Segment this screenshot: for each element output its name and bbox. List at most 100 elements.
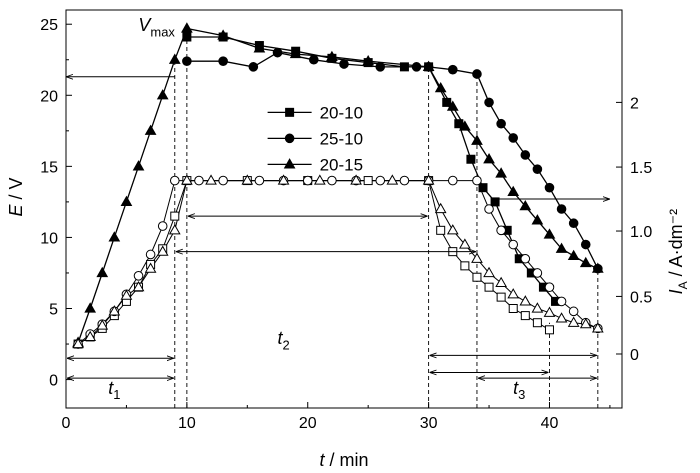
data-point-20-15-e — [181, 22, 193, 33]
data-point-20-15-e — [531, 214, 544, 225]
data-point-20-15-ia — [459, 238, 471, 249]
y2-tick-label: 0 — [630, 347, 639, 364]
y-tick-label: 0 — [49, 373, 58, 390]
data-point-25-10-e — [472, 69, 482, 79]
y-tick-label: 10 — [40, 230, 58, 247]
data-point-20-15-ia — [543, 306, 556, 317]
data-point-20-15-ia — [84, 330, 97, 342]
data-point-25-10-ia — [544, 282, 555, 292]
data-point-25-10-e — [308, 54, 319, 65]
data-point-25-10-e — [411, 62, 422, 72]
data-point-20-15-ia — [156, 245, 169, 256]
series-markers — [72, 22, 604, 349]
data-point-25-10-ia — [218, 175, 228, 186]
data-point-20-15-ia — [555, 312, 568, 323]
data-point-20-15-e — [362, 54, 375, 66]
data-point-20-10-ia — [363, 176, 373, 186]
data-point-20-15-e — [144, 124, 157, 135]
data-point-25-10-ia — [532, 268, 543, 278]
y2-tick-label: 2 — [630, 95, 639, 112]
plot-frame — [65, 9, 623, 409]
data-point-25-10-ia — [169, 175, 180, 186]
data-point-20-15-e — [555, 242, 568, 253]
data-point-20-10-e — [490, 197, 500, 207]
data-point-20-15-ia — [567, 316, 580, 327]
legend-label: 25-10 — [320, 129, 363, 148]
data-point-20-15-e — [217, 29, 229, 40]
data-point-20-10-ia — [460, 261, 470, 271]
data-point-25-10-ia — [496, 225, 506, 236]
data-point-20-15-e — [289, 47, 302, 59]
data-point-20-15-ia — [386, 174, 399, 185]
x-tick-label: 10 — [178, 415, 196, 432]
x-tick-label: 30 — [420, 415, 438, 432]
legend: 20-10 25-10 20-15 — [267, 103, 363, 174]
data-point-25-10-e — [182, 56, 192, 66]
data-point-25-10-ia — [508, 239, 519, 250]
data-point-20-15-ia — [350, 174, 362, 185]
y2-axis-label: IA / A·dm⁻² — [666, 209, 690, 295]
data-point-25-10-e — [520, 150, 531, 160]
data-point-20-10-e — [478, 183, 488, 193]
data-point-20-15-ia — [507, 288, 520, 299]
data-point-20-15-ia — [108, 305, 121, 316]
legend-label: 20-15 — [320, 155, 363, 174]
data-point-20-10-e — [442, 97, 452, 107]
data-point-20-10-ia — [496, 292, 506, 302]
data-point-20-10-ia — [170, 211, 180, 221]
data-point-25-10-ia — [157, 221, 168, 231]
axes: 0 10 20 30 40 0 5 10 15 20 25 0 0.5 1.0 1.5 2 t / min E /… — [6, 9, 690, 470]
data-point-25-10-e — [248, 62, 259, 72]
data-point-20-10-ia — [436, 225, 446, 235]
data-point-25-10-e — [556, 204, 567, 214]
data-point-25-10-ia — [399, 175, 410, 186]
data-point-20-10-ia — [520, 311, 530, 321]
data-point-20-15-ia — [144, 262, 157, 273]
data-point-25-10-e — [508, 133, 519, 143]
data-point-20-15-e — [459, 120, 471, 131]
data-point-25-10-e — [484, 97, 494, 108]
data-point-25-10-e — [568, 218, 579, 229]
data-point-20-15-ia — [422, 174, 435, 185]
data-point-25-10-e — [375, 62, 386, 72]
data-point-20-15-ia — [96, 319, 109, 330]
legend-marker — [283, 158, 296, 169]
data-point-20-15-e — [168, 53, 181, 64]
data-point-25-10-e — [496, 118, 506, 129]
data-point-20-15-e — [543, 228, 556, 239]
y2-tick-label: 0.5 — [630, 289, 652, 306]
data-point-20-15-ia — [531, 302, 544, 313]
data-point-20-10-ia — [544, 325, 554, 335]
data-point-20-15-ia — [168, 224, 181, 235]
data-point-20-15-e — [507, 185, 520, 197]
guide-lines — [174, 28, 599, 408]
data-point-20-15-e — [591, 262, 604, 273]
data-point-25-10-ia — [484, 204, 494, 214]
x-tick-label: 40 — [541, 415, 559, 432]
legend-label: 20-10 — [320, 103, 363, 122]
data-point-20-15-ia — [72, 337, 84, 349]
data-point-20-15-ia — [591, 322, 604, 333]
data-point-20-15-ia — [313, 174, 326, 185]
data-point-20-15-e — [156, 89, 169, 100]
annotations: Vmax t1 t2 t3 — [108, 15, 525, 402]
data-point-20-15-e — [326, 50, 338, 62]
y2-tick-label: 1.0 — [630, 224, 652, 241]
interval-arrows — [66, 77, 610, 378]
data-point-25-10-ia — [375, 175, 386, 186]
data-point-25-10-e — [447, 64, 458, 75]
data-point-25-10-ia — [520, 253, 531, 264]
data-point-20-15-ia — [205, 174, 217, 185]
data-point-20-15-e — [579, 256, 592, 268]
data-point-20-15-ia — [277, 174, 290, 185]
data-point-25-10-ia — [145, 249, 156, 260]
data-point-20-15-ia — [181, 174, 193, 185]
data-point-20-15-e — [422, 60, 435, 71]
data-point-25-10-ia — [254, 175, 265, 186]
data-point-20-15-e — [567, 249, 580, 261]
x-axis-label: t / min — [319, 450, 368, 470]
data-point-25-10-ia — [556, 296, 567, 307]
data-point-20-10-e — [466, 154, 476, 164]
y2-tick-label: 1.5 — [630, 160, 652, 177]
data-point-20-15-ia — [241, 174, 254, 185]
